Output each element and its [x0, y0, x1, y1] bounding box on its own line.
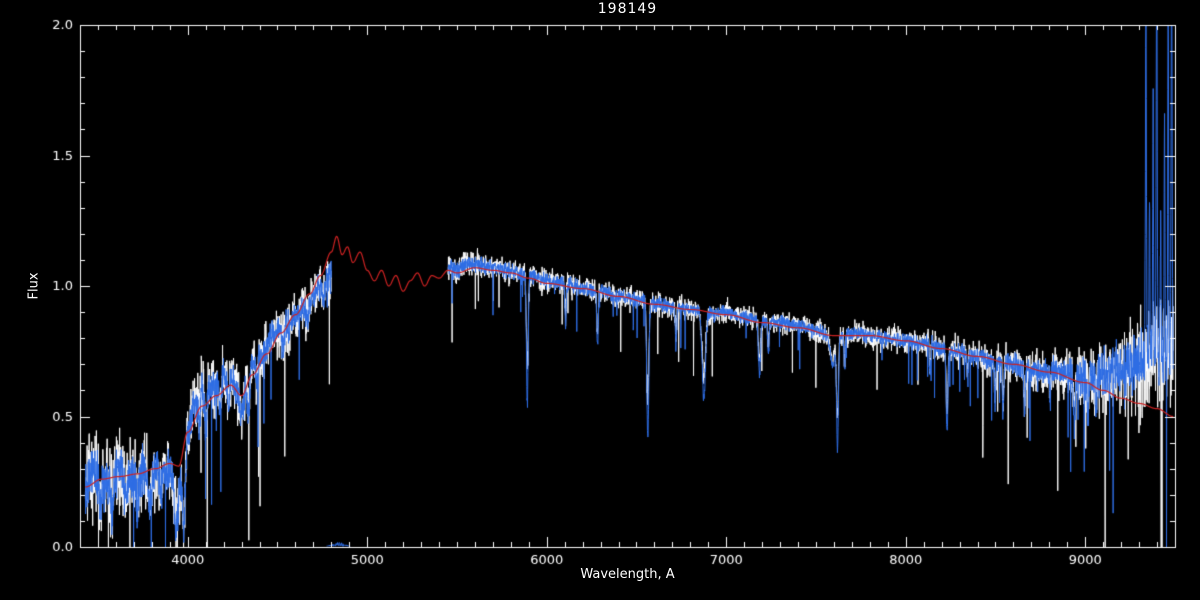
y-axis-label: Flux	[26, 272, 42, 300]
chart-title: 198149	[597, 1, 658, 17]
x-axis-label: Wavelength, A	[580, 567, 675, 582]
